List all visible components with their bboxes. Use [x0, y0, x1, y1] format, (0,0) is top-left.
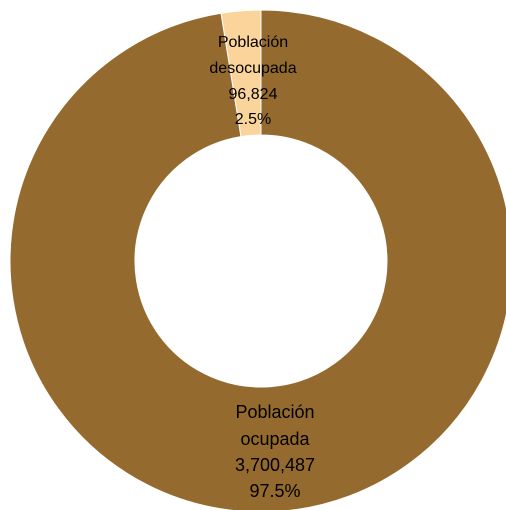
- slice-label-ocupada-value: 3,700,487: [235, 455, 315, 475]
- slice-ocupada: [9, 9, 506, 510]
- slice-label-desocupada-name-2: desocupada: [209, 60, 296, 77]
- donut-slices: [9, 9, 506, 510]
- slice-label-ocupada-name-2: ocupada: [240, 429, 310, 449]
- slice-label-desocupada: Población desocupada 96,824 2.5%: [209, 34, 296, 128]
- slice-label-desocupada-name-1: Población: [218, 34, 288, 51]
- slice-label-desocupada-percent: 2.5%: [235, 111, 271, 128]
- slice-label-ocupada-name-1: Población: [235, 402, 314, 422]
- slice-label-desocupada-value: 96,824: [229, 86, 278, 103]
- slice-label-ocupada-percent: 97.5%: [249, 481, 300, 501]
- slice-label-ocupada: Población ocupada 3,700,487 97.5%: [235, 402, 315, 501]
